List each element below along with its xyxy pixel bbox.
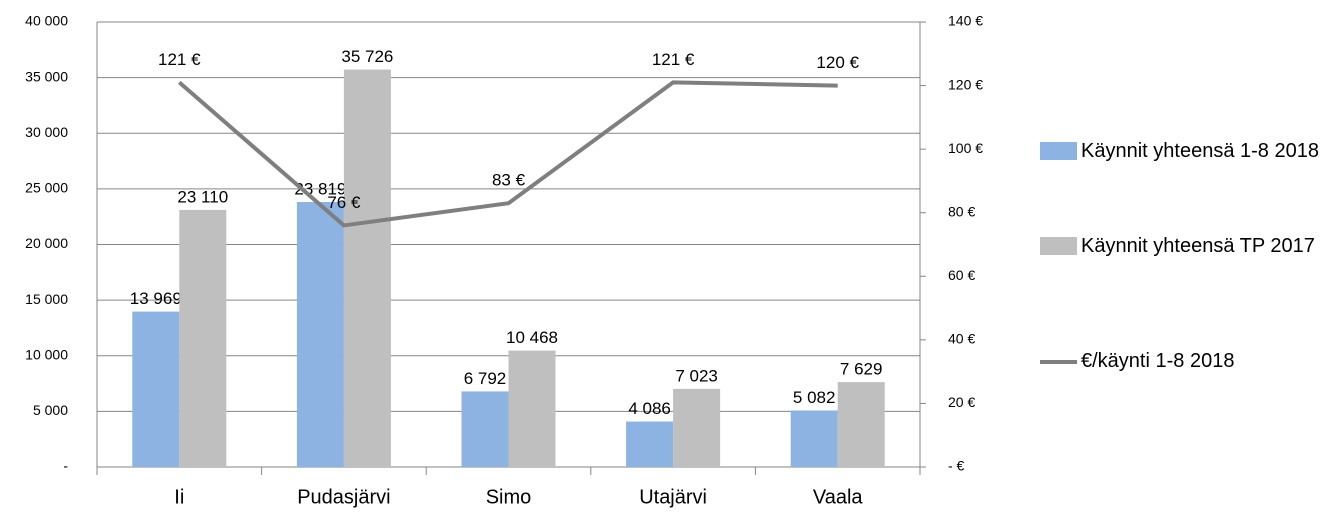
data-label: 83 € <box>492 171 526 190</box>
data-label: 76 € <box>327 193 361 212</box>
data-label: 7 629 <box>840 360 883 379</box>
bar <box>179 209 227 467</box>
y-tick-label: 35 000 <box>25 68 68 84</box>
legend-item: €/käynti 1-8 2018 <box>1040 348 1325 374</box>
legend-item: Käynnit yhteensä 1-8 2018 <box>1040 138 1325 164</box>
data-label: 10 468 <box>506 328 558 347</box>
legend-swatch <box>1040 360 1077 364</box>
bar <box>132 311 180 467</box>
legend-swatch <box>1040 237 1077 255</box>
data-label: 13 969 <box>130 289 182 308</box>
legend-rect <box>1040 142 1077 160</box>
data-label: 6 792 <box>464 369 507 388</box>
x-tick-label: Vaala <box>813 486 864 508</box>
bar <box>343 69 391 467</box>
legend-item: Käynnit yhteensä TP 2017 <box>1040 233 1325 259</box>
y-tick-label: 5 000 <box>33 402 68 418</box>
y-tick-label: 10 000 <box>25 346 68 362</box>
data-label: 7 023 <box>675 366 718 385</box>
y-tick-label: 40 000 <box>25 13 68 29</box>
y2-tick-label: 100 € <box>948 140 983 156</box>
data-label: 35 726 <box>341 47 393 66</box>
line <box>177 80 838 228</box>
y2-tick-label: 80 € <box>948 203 975 219</box>
bar <box>673 388 721 467</box>
y-tick-label: 25 000 <box>25 180 68 196</box>
data-label: 120 € <box>816 53 859 72</box>
bar <box>837 382 885 467</box>
bar <box>626 421 674 467</box>
legend-rect <box>1040 237 1077 255</box>
y2-tick-label: - € <box>948 458 965 474</box>
bar <box>790 410 838 467</box>
bar <box>461 391 509 467</box>
x-tick-label: Ii <box>174 486 184 508</box>
y-tick-label: 15 000 <box>25 291 68 307</box>
data-label: 121 € <box>652 50 695 69</box>
legend-label: €/käynti 1-8 2018 <box>1081 350 1235 372</box>
bar <box>508 350 556 467</box>
y-tick-label: - <box>63 458 68 474</box>
legend-label: Käynnit yhteensä TP 2017 <box>1081 235 1315 257</box>
x-tick-label: Simo <box>486 486 532 508</box>
x-tick-label: Pudasjärvi <box>297 486 390 508</box>
data-label: 4 086 <box>628 399 671 418</box>
y-tick-label: 20 000 <box>25 235 68 251</box>
bar <box>296 202 344 468</box>
x-tick-label: Utajärvi <box>639 486 707 508</box>
y2-tick-label: 20 € <box>948 394 975 410</box>
data-label: 5 082 <box>793 388 836 407</box>
legend-label: Käynnit yhteensä 1-8 2018 <box>1081 140 1319 162</box>
data-label: 121 € <box>158 50 201 69</box>
data-label: 23 110 <box>177 187 228 206</box>
y2-tick-label: 120 € <box>948 76 983 92</box>
legend-swatch <box>1040 142 1077 160</box>
y2-tick-label: 60 € <box>948 267 975 283</box>
y-tick-label: 30 000 <box>25 124 68 140</box>
y2-tick-label: 140 € <box>948 13 983 29</box>
y2-tick-label: 40 € <box>948 331 975 347</box>
